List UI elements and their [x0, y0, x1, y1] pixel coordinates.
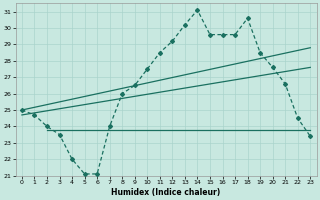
X-axis label: Humidex (Indice chaleur): Humidex (Indice chaleur): [111, 188, 221, 197]
